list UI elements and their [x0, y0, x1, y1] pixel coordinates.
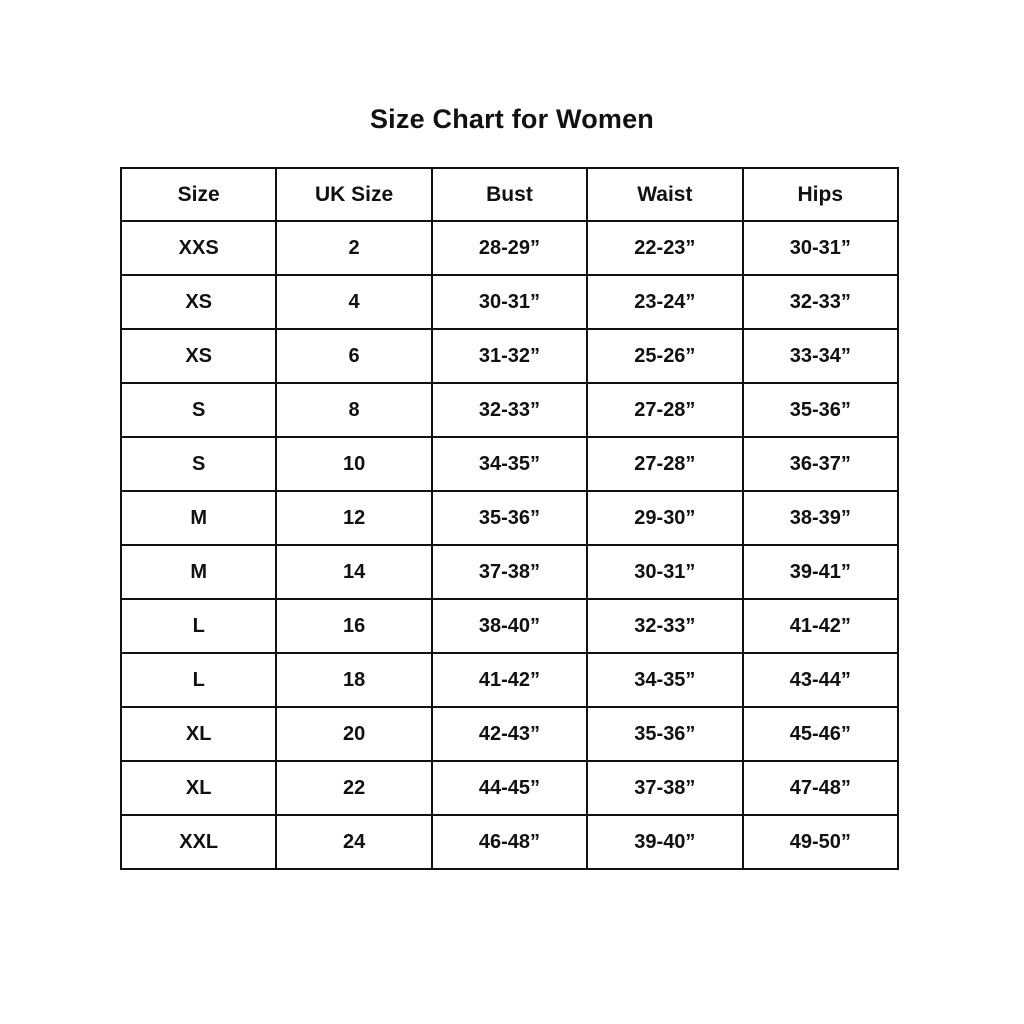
column-header-hips: Hips	[741, 167, 900, 222]
table-row: XXS 2 28-29” 22-23” 30-31”	[119, 220, 900, 276]
table-row: M 12 35-36” 29-30” 38-39”	[119, 490, 900, 546]
cell-hips: 41-42”	[741, 598, 900, 654]
cell-hips: 33-34”	[741, 328, 900, 384]
cell-hips: 39-41”	[741, 544, 900, 600]
cell-waist: 39-40”	[586, 814, 744, 870]
cell-waist: 29-30”	[586, 490, 744, 546]
cell-hips: 36-37”	[741, 436, 900, 492]
cell-waist: 32-33”	[586, 598, 744, 654]
cell-size: M	[119, 544, 278, 600]
cell-size: XXL	[119, 814, 278, 870]
table-row: L 18 41-42” 34-35” 43-44”	[119, 652, 900, 708]
cell-uk-size: 2	[275, 220, 433, 276]
cell-hips: 35-36”	[741, 382, 900, 438]
page-title: Size Chart for Women	[369, 104, 655, 134]
table-row: XXL 24 46-48” 39-40” 49-50”	[119, 814, 900, 870]
cell-size: XS	[119, 328, 278, 384]
cell-uk-size: 16	[275, 598, 433, 654]
cell-hips: 49-50”	[741, 814, 900, 870]
cell-size: M	[119, 490, 278, 546]
cell-waist: 35-36”	[586, 706, 744, 762]
column-header-uk-size: UK Size	[275, 167, 433, 222]
table-row: XL 22 44-45” 37-38” 47-48”	[119, 760, 900, 816]
cell-bust: 46-48”	[430, 814, 589, 870]
cell-waist: 25-26”	[586, 328, 744, 384]
cell-size: L	[119, 598, 278, 654]
cell-uk-size: 14	[275, 544, 433, 600]
cell-hips: 45-46”	[741, 706, 900, 762]
cell-uk-size: 8	[275, 382, 433, 438]
size-chart-table: Size UK Size Bust Waist Hips XXS 2 28-29” 2…	[119, 167, 900, 870]
table-row: XS 4 30-31” 23-24” 32-33”	[119, 274, 900, 330]
cell-uk-size: 20	[275, 706, 433, 762]
cell-size: XS	[119, 274, 278, 330]
cell-bust: 28-29”	[430, 220, 589, 276]
cell-bust: 30-31”	[430, 274, 589, 330]
table-head: Size UK Size Bust Waist Hips	[119, 167, 900, 222]
cell-uk-size: 22	[275, 760, 433, 816]
cell-uk-size: 12	[275, 490, 433, 546]
cell-bust: 42-43”	[430, 706, 589, 762]
cell-size: XXS	[119, 220, 278, 276]
cell-hips: 47-48”	[741, 760, 900, 816]
cell-hips: 30-31”	[741, 220, 900, 276]
cell-uk-size: 24	[275, 814, 433, 870]
cell-bust: 44-45”	[430, 760, 589, 816]
cell-uk-size: 10	[275, 436, 433, 492]
cell-bust: 32-33”	[430, 382, 589, 438]
cell-size: S	[119, 436, 278, 492]
cell-uk-size: 4	[275, 274, 433, 330]
cell-bust: 41-42”	[430, 652, 589, 708]
cell-hips: 32-33”	[741, 274, 900, 330]
table-body: XXS 2 28-29” 22-23” 30-31” XS 4 30-31” 23-24” 32-…	[119, 220, 900, 870]
cell-bust: 35-36”	[430, 490, 589, 546]
column-header-size: Size	[119, 167, 278, 222]
cell-waist: 22-23”	[586, 220, 744, 276]
cell-hips: 38-39”	[741, 490, 900, 546]
table-row: XL 20 42-43” 35-36” 45-46”	[119, 706, 900, 762]
table-row: XS 6 31-32” 25-26” 33-34”	[119, 328, 900, 384]
table-row: L 16 38-40” 32-33” 41-42”	[119, 598, 900, 654]
column-header-waist: Waist	[586, 167, 744, 222]
table-row: M 14 37-38” 30-31” 39-41”	[119, 544, 900, 600]
cell-size: L	[119, 652, 278, 708]
cell-uk-size: 6	[275, 328, 433, 384]
cell-bust: 31-32”	[430, 328, 589, 384]
cell-bust: 37-38”	[430, 544, 589, 600]
cell-waist: 30-31”	[586, 544, 744, 600]
cell-bust: 34-35”	[430, 436, 589, 492]
cell-size: XL	[119, 706, 278, 762]
cell-waist: 34-35”	[586, 652, 744, 708]
table-row: S 8 32-33” 27-28” 35-36”	[119, 382, 900, 438]
cell-size: S	[119, 382, 278, 438]
cell-waist: 27-28”	[586, 436, 744, 492]
column-header-bust: Bust	[430, 167, 589, 222]
cell-waist: 37-38”	[586, 760, 744, 816]
table-row: S 10 34-35” 27-28” 36-37”	[119, 436, 900, 492]
cell-size: XL	[119, 760, 278, 816]
table-header-row: Size UK Size Bust Waist Hips	[119, 167, 900, 222]
cell-hips: 43-44”	[741, 652, 900, 708]
cell-waist: 23-24”	[586, 274, 744, 330]
cell-bust: 38-40”	[430, 598, 589, 654]
cell-waist: 27-28”	[586, 382, 744, 438]
cell-uk-size: 18	[275, 652, 433, 708]
